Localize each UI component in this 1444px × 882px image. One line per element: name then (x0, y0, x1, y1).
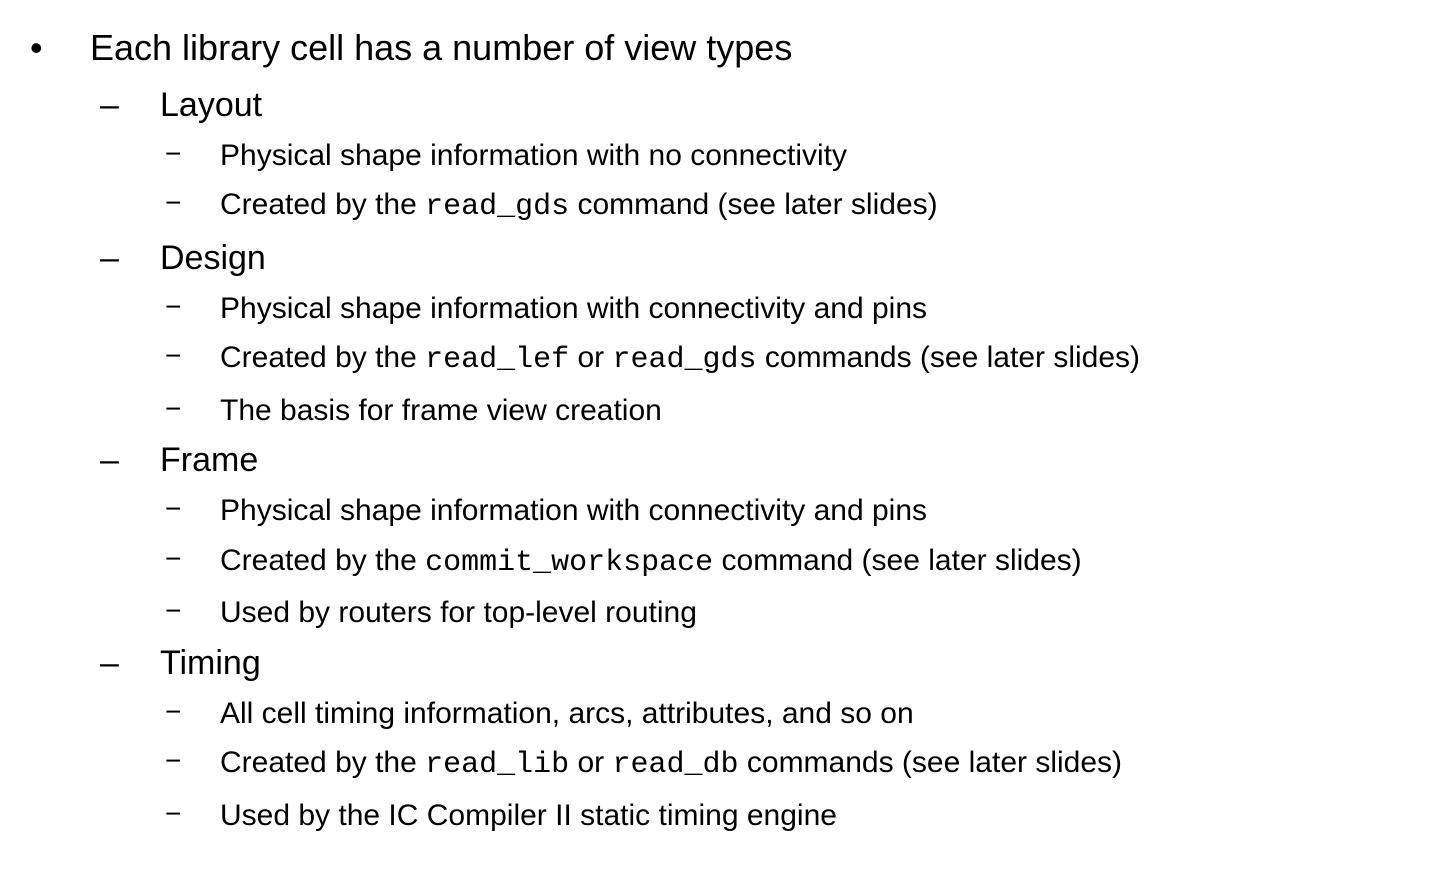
bullet-level-3: − (165, 536, 220, 589)
detail-item: −Created by the read_lib or read_db comm… (165, 738, 1414, 791)
plain-text: command (see later slides) (569, 188, 937, 221)
detail-item-text: Created by the commit_workspace command … (220, 536, 1414, 589)
section-title-text: Timing (160, 638, 1414, 689)
detail-item: −Used by routers for top-level routing (165, 588, 1414, 638)
bullet-level-3: − (165, 386, 220, 436)
detail-item: −Created by the read_lef or read_gds com… (165, 333, 1414, 386)
bullet-level-3: − (165, 791, 220, 841)
bullet-level-3: − (165, 180, 220, 233)
detail-item-text: Physical shape information with connecti… (220, 486, 1414, 536)
plain-text: Created by the (220, 746, 425, 779)
sections-container: –Layout−Physical shape information with … (30, 80, 1414, 841)
section-title: –Frame (100, 435, 1414, 486)
detail-item-text: Created by the read_gds command (see lat… (220, 180, 1414, 233)
plain-text: Physical shape information with no conne… (220, 139, 847, 172)
code-text: read_gds (425, 190, 569, 224)
section-title: –Timing (100, 638, 1414, 689)
bullet-level-2: – (100, 80, 160, 131)
heading-row: • Each library cell has a number of view… (30, 25, 1414, 72)
detail-item-text: Physical shape information with connecti… (220, 284, 1414, 334)
bullet-level-3: − (165, 131, 220, 181)
section-title-text: Frame (160, 435, 1414, 486)
detail-item-text: The basis for frame view creation (220, 386, 1414, 436)
detail-item: −Created by the commit_workspace command… (165, 536, 1414, 589)
code-text: read_lef (425, 343, 569, 377)
plain-text: Created by the (220, 188, 425, 221)
bullet-level-2: – (100, 233, 160, 284)
plain-text: Used by the IC Compiler II static timing… (220, 799, 837, 832)
bullet-level-3: − (165, 588, 220, 638)
plain-text: Used by routers for top-level routing (220, 596, 697, 629)
detail-item: −Used by the IC Compiler II static timin… (165, 791, 1414, 841)
bullet-level-1: • (30, 25, 90, 72)
bullet-level-3: − (165, 689, 220, 739)
section-title: –Layout (100, 80, 1414, 131)
plain-text: Created by the (220, 341, 425, 374)
detail-item: −Physical shape information with connect… (165, 486, 1414, 536)
detail-item: −Created by the read_gds command (see la… (165, 180, 1414, 233)
section-title-text: Layout (160, 80, 1414, 131)
bullet-level-3: − (165, 486, 220, 536)
section-title-text: Design (160, 233, 1414, 284)
code-text: read_db (613, 748, 739, 782)
detail-item: −All cell timing information, arcs, attr… (165, 689, 1414, 739)
plain-text: Created by the (220, 544, 425, 577)
plain-text: command (see later slides) (713, 544, 1081, 577)
detail-item-text: Created by the read_lib or read_db comma… (220, 738, 1414, 791)
bullet-level-2: – (100, 435, 160, 486)
detail-item-text: All cell timing information, arcs, attri… (220, 689, 1414, 739)
detail-item: −Physical shape information with no conn… (165, 131, 1414, 181)
detail-item-text: Used by routers for top-level routing (220, 588, 1414, 638)
bullet-level-2: – (100, 638, 160, 689)
detail-item-text: Physical shape information with no conne… (220, 131, 1414, 181)
plain-text: Physical shape information with connecti… (220, 494, 927, 527)
heading-text: Each library cell has a number of view t… (90, 25, 1414, 72)
bullet-level-3: − (165, 284, 220, 334)
plain-text: The basis for frame view creation (220, 394, 662, 427)
plain-text: Physical shape information with connecti… (220, 292, 927, 325)
code-text: read_lib (425, 748, 569, 782)
section-title: –Design (100, 233, 1414, 284)
code-text: read_gds (613, 343, 757, 377)
detail-item-text: Used by the IC Compiler II static timing… (220, 791, 1414, 841)
plain-text: commands (see later slides) (739, 746, 1122, 779)
plain-text: or (569, 341, 612, 374)
detail-item-text: Created by the read_lef or read_gds comm… (220, 333, 1414, 386)
slide-content: • Each library cell has a number of view… (30, 20, 1414, 840)
detail-item: −Physical shape information with connect… (165, 284, 1414, 334)
plain-text: or (569, 746, 612, 779)
code-text: commit_workspace (425, 546, 713, 580)
bullet-level-3: − (165, 333, 220, 386)
plain-text: commands (see later slides) (757, 341, 1140, 374)
detail-item: −The basis for frame view creation (165, 386, 1414, 436)
bullet-level-3: − (165, 738, 220, 791)
plain-text: All cell timing information, arcs, attri… (220, 697, 914, 730)
